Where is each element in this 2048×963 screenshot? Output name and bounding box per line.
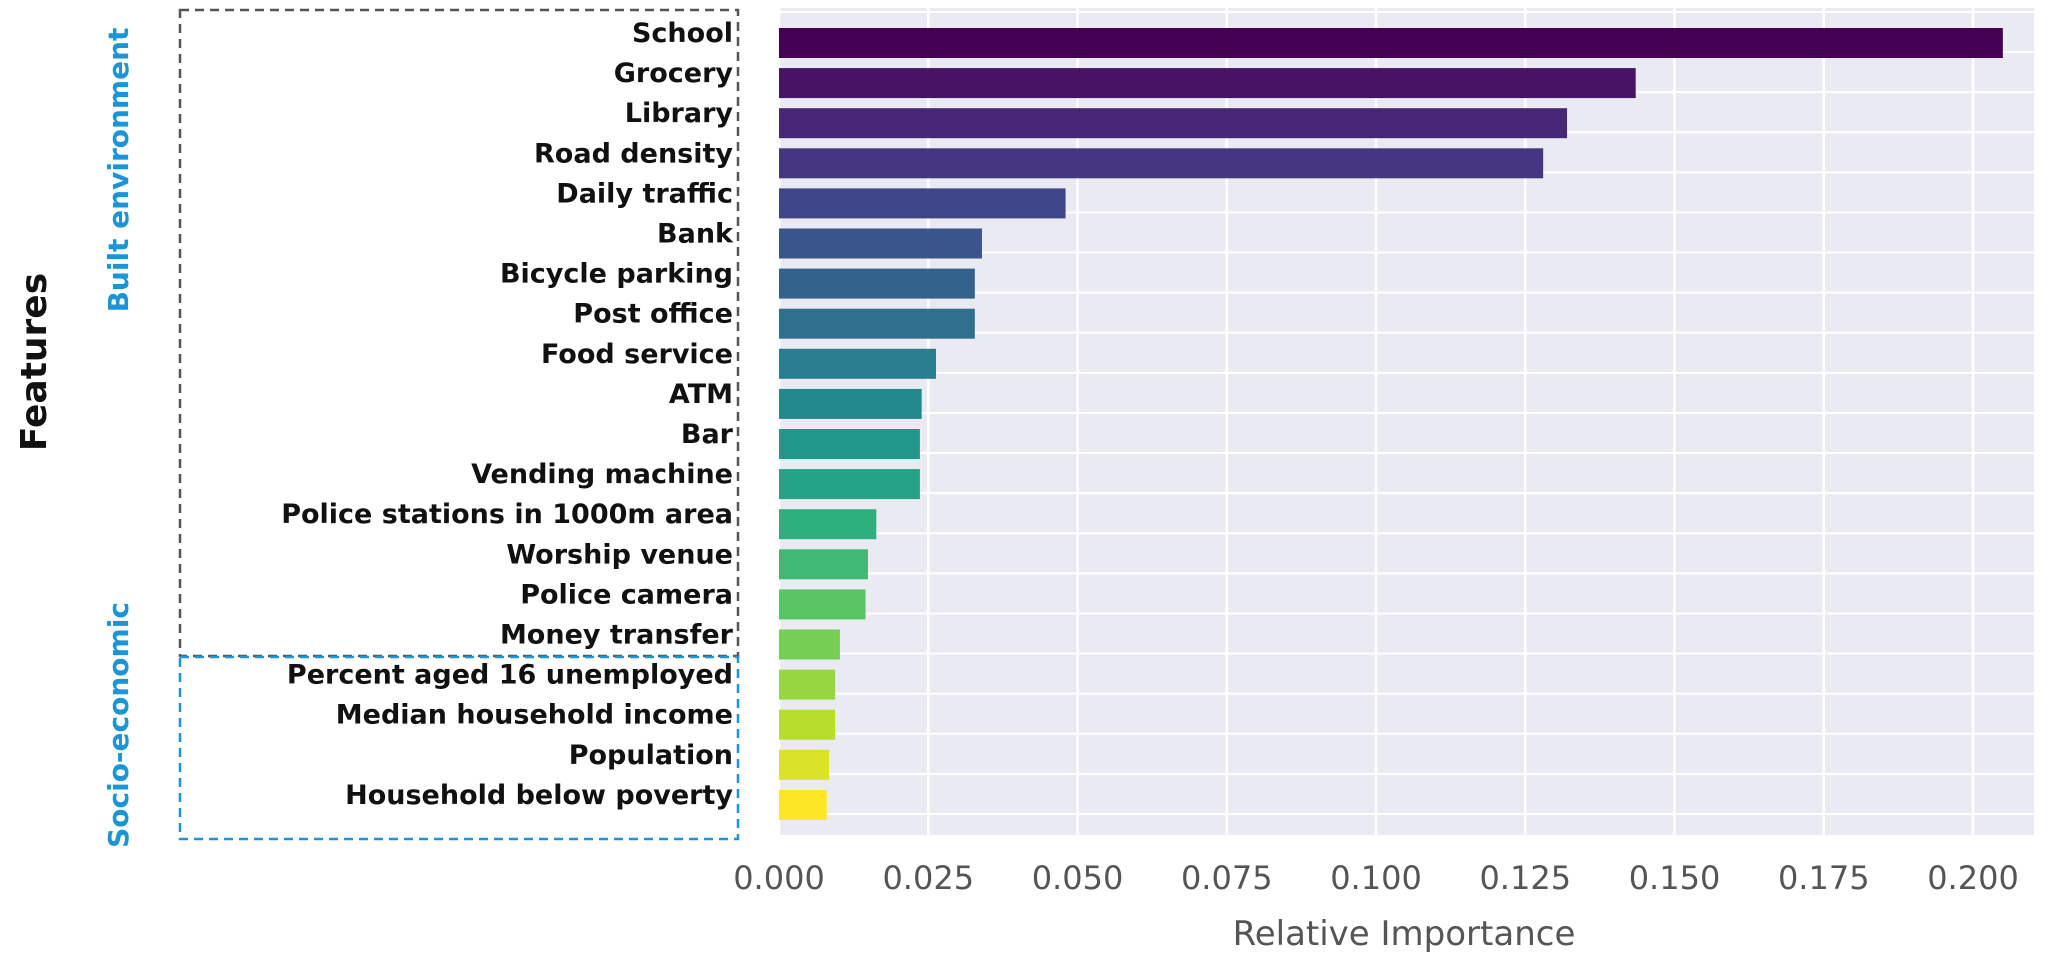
bar xyxy=(779,789,827,820)
category-label: Food service xyxy=(541,339,733,370)
category-label: ATM xyxy=(669,379,733,410)
category-label: Bicycle parking xyxy=(500,259,733,290)
bar xyxy=(779,388,922,419)
category-label: Bank xyxy=(657,219,734,250)
bar xyxy=(779,709,836,740)
x-tick-label: 0.200 xyxy=(1927,859,2019,897)
bar xyxy=(779,268,975,299)
bar xyxy=(779,669,836,700)
x-tick-label: 0.000 xyxy=(733,859,825,897)
group-label-socio-economic: Socio-economic xyxy=(102,602,135,848)
category-label: Library xyxy=(625,98,734,129)
bar xyxy=(779,589,866,620)
x-tick-label: 0.025 xyxy=(882,859,974,897)
x-axis-label: Relative Importance xyxy=(1233,914,1576,954)
category-label: Population xyxy=(569,740,733,771)
category-label: Bar xyxy=(681,419,734,450)
category-label: Police camera xyxy=(520,579,733,610)
category-label: Daily traffic xyxy=(556,178,733,209)
category-label: Police stations in 1000m area xyxy=(281,499,733,530)
bars xyxy=(779,28,2003,820)
bar xyxy=(779,749,830,780)
built-environment-box xyxy=(178,8,740,658)
bar xyxy=(779,148,1544,179)
bar xyxy=(779,549,868,580)
category-label: Median household income xyxy=(336,700,733,731)
category-label: Worship venue xyxy=(506,539,733,570)
x-tick-label: 0.125 xyxy=(1479,859,1571,897)
bar xyxy=(779,108,1568,139)
bar xyxy=(779,68,1636,99)
bar xyxy=(779,509,877,540)
category-label: Grocery xyxy=(614,58,734,89)
x-tick-labels: 0.000 0.025 0.050 0.075 0.100 0.125 0.150 0.175… xyxy=(733,859,2019,897)
x-tick-label: 0.100 xyxy=(1330,859,1422,897)
bar xyxy=(779,308,975,339)
category-label: School xyxy=(632,18,733,49)
bar xyxy=(779,469,920,500)
x-tick-label: 0.050 xyxy=(1032,859,1124,897)
category-label: Post office xyxy=(573,299,733,330)
bar xyxy=(779,188,1066,219)
group-boxes: Built environment Socio-economic xyxy=(102,8,740,848)
category-label: Vending machine xyxy=(471,459,733,490)
category-label: Road density xyxy=(534,138,733,169)
x-tick-label: 0.150 xyxy=(1629,859,1721,897)
bar xyxy=(779,629,840,660)
x-tick-label: 0.075 xyxy=(1181,859,1273,897)
socio-economic-box xyxy=(178,655,740,841)
bar xyxy=(779,429,920,459)
bar xyxy=(779,228,982,259)
y-axis-label: Features xyxy=(14,273,55,451)
bar xyxy=(779,348,937,379)
category-label: Percent aged 16 unemployed xyxy=(287,660,733,691)
bar xyxy=(779,28,2003,58)
category-label: Money transfer xyxy=(500,620,734,651)
x-tick-label: 0.175 xyxy=(1778,859,1870,897)
group-label-built-environment: Built environment xyxy=(102,28,135,313)
category-labels: School Grocery Library Road density Daily tr… xyxy=(281,18,734,811)
category-label: Household below poverty xyxy=(345,780,733,811)
